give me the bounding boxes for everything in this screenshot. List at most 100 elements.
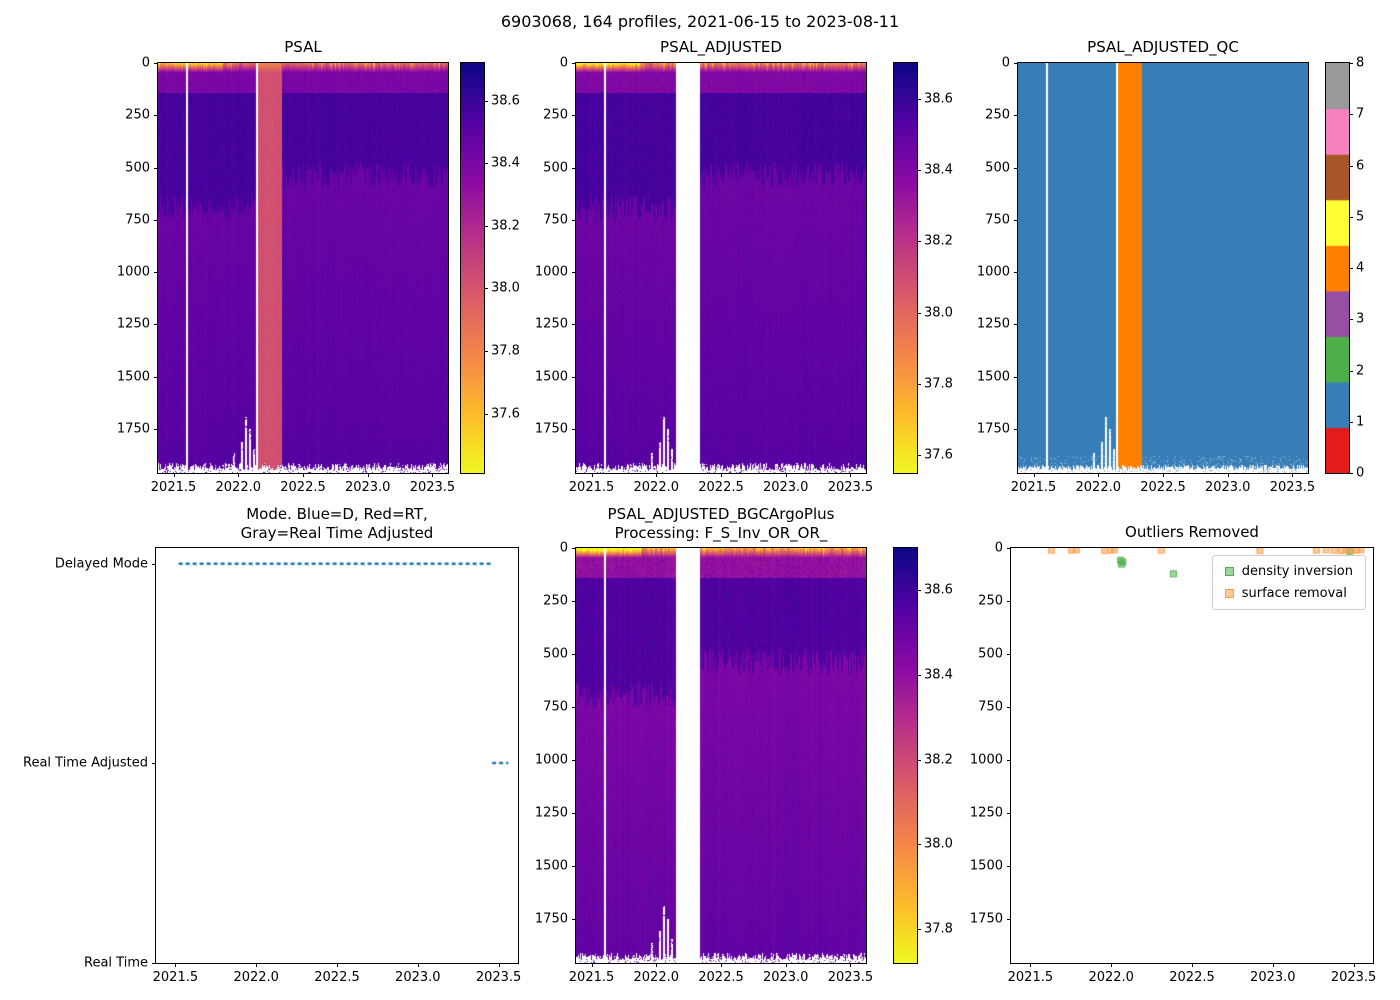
x-tick-label: 2021.5 <box>152 970 199 985</box>
y-tick-label: 1000 <box>534 752 568 768</box>
y-tick <box>572 653 576 655</box>
colorbar-tick-label: 38.6 <box>924 582 953 598</box>
y-tick <box>1007 918 1011 920</box>
y-tick <box>1007 600 1011 602</box>
x-tick <box>337 963 338 967</box>
y-tick <box>152 762 156 764</box>
y-tick <box>1014 167 1018 169</box>
y-tick-label: 750 <box>543 699 568 715</box>
surface-removal-marker-icon <box>1224 589 1234 598</box>
y-tick-label: 0 <box>141 55 150 71</box>
x-tick <box>175 963 177 967</box>
x-tick <box>850 473 852 477</box>
psal-colorbar: 38.6 38.4 38.2 38.0 37.8 37.6 <box>460 62 520 474</box>
y-tick <box>572 219 576 221</box>
figure-title: 6903068, 164 profiles, 2021-06-15 to 202… <box>500 12 900 31</box>
y-tick <box>1014 324 1018 326</box>
colorbar-tick <box>1349 421 1353 423</box>
y-tick-label: 500 <box>543 646 568 662</box>
colorbar-tick-label: 37.6 <box>491 406 520 422</box>
x-tick <box>1192 963 1193 967</box>
x-tick-label: 2023.0 <box>1250 970 1296 985</box>
x-tick-label: 2023.5 <box>475 970 522 985</box>
x-tick-label: 2021.5 <box>568 970 615 985</box>
legend-item-density-inversion: density inversion <box>1224 564 1353 579</box>
legend-item-surface-removal: surface removal <box>1224 586 1353 601</box>
mode-title-line-1: Mode. Blue=D, Red=RT, <box>246 505 428 523</box>
y-tick-label: 250 <box>985 107 1010 123</box>
y-tick <box>572 706 576 708</box>
colorbar-tick <box>1349 114 1353 116</box>
x-tick-label: 2023.0 <box>762 480 809 495</box>
x-tick <box>432 473 434 477</box>
x-tick <box>1033 473 1035 477</box>
colorbar-tick-label: 37.6 <box>924 447 953 463</box>
y-tick <box>154 63 158 64</box>
y-tick <box>572 759 576 761</box>
colorbar-tick-label: 5 <box>1356 209 1365 225</box>
qc-colorbar: 0 1 2 3 4 5 6 7 8 <box>1325 56 1364 481</box>
x-tick-label: 2023.0 <box>344 480 391 495</box>
colorbar-tick-label: 3 <box>1356 311 1365 327</box>
y-tick-label: 250 <box>543 593 568 609</box>
colorbar-tick <box>917 383 921 385</box>
x-tick <box>173 473 175 477</box>
colorbar-tick-label: 38.4 <box>924 162 953 178</box>
surface-removal-label: surface removal <box>1241 586 1347 601</box>
y-tick-label: 1750 <box>534 421 568 437</box>
y-tick <box>1007 706 1011 708</box>
colorbar-tick <box>917 312 921 314</box>
subplot-outliers: Outliers Removed density inversion surfa… <box>970 523 1376 985</box>
y-tick-label: 1750 <box>534 911 568 927</box>
y-tick-label: 1500 <box>534 858 568 874</box>
x-tick-label: 2022.0 <box>1088 970 1134 985</box>
y-tick <box>152 563 156 565</box>
y-tick <box>1007 653 1011 655</box>
y-tick <box>572 115 576 117</box>
qc-heatmap-canvas <box>1018 63 1308 473</box>
colorbar-tick-label: 37.8 <box>924 921 953 937</box>
y-tick-label: 250 <box>978 593 1003 609</box>
x-tick <box>721 963 722 967</box>
x-tick <box>238 473 240 477</box>
colorbar-tick <box>484 100 488 102</box>
colorbar-tick-label: 8 <box>1356 55 1365 71</box>
colorbar-tick-label: 38.6 <box>924 91 953 107</box>
x-tick <box>785 473 787 477</box>
y-tick <box>1014 63 1018 64</box>
y-tick <box>572 272 576 274</box>
y-tick <box>1007 548 1011 549</box>
y-tick-label: 500 <box>543 160 568 176</box>
colorbar-tick-label: 38.6 <box>491 93 520 109</box>
y-tick <box>1014 115 1018 117</box>
y-tick-label: 0 <box>994 540 1003 556</box>
bgc-colorbar: 38.6 38.4 38.2 38.0 37.8 <box>893 547 953 964</box>
y-tick <box>154 115 158 117</box>
colorbar-tick <box>1349 473 1353 474</box>
x-tick <box>656 963 658 967</box>
x-tick <box>256 963 258 967</box>
y-tick <box>152 963 156 964</box>
y-tick <box>572 865 576 867</box>
x-tick-label: 2022.0 <box>215 480 262 495</box>
colorbar-tick-label: 0 <box>1356 465 1365 481</box>
mode-title-line-2: Gray=Real Time Adjusted <box>240 524 434 542</box>
colorbar-tick <box>917 590 921 592</box>
y-tick-label: 1750 <box>116 421 150 437</box>
x-tick-label: 2021.5 <box>1007 970 1054 985</box>
y-tick-label: 250 <box>543 107 568 123</box>
colorbar-tick-label: 2 <box>1356 363 1365 378</box>
y-tick <box>572 63 576 64</box>
colorbar-tick <box>484 288 488 290</box>
colorbar-tick-label: 38.4 <box>924 667 953 683</box>
subplot-psal-adjusted-bgc: PSAL_ADJUSTED_BGCArgoPlus Processing: F_… <box>535 505 873 985</box>
y-tick-label: 1250 <box>534 316 568 332</box>
x-tick-label: 2022.5 <box>314 970 360 985</box>
x-tick <box>1292 473 1294 477</box>
y-tick-label: 1000 <box>534 264 568 280</box>
y-tick <box>154 324 158 326</box>
y-tick-label: 1500 <box>534 369 568 385</box>
x-tick-label: 2022.0 <box>1075 480 1122 495</box>
colorbar-tick <box>917 844 921 846</box>
